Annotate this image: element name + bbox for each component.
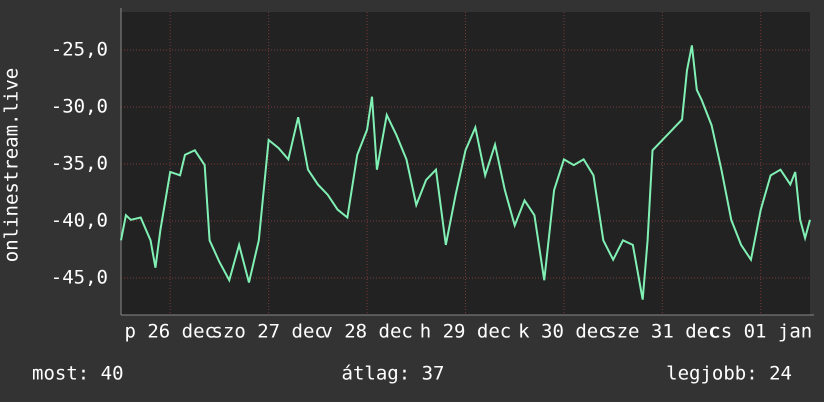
y-tick-label: -40,0	[51, 209, 108, 231]
footer-stat: most: 40	[32, 363, 124, 385]
x-tick-label: p 26 dec	[124, 321, 216, 343]
y-tick-label: -25,0	[51, 38, 108, 60]
x-tick-label: v 28 dec	[321, 321, 413, 343]
footer-stat: legjobb: 24	[666, 363, 792, 385]
x-tick-label: h 29 dec	[420, 321, 512, 343]
y-tick-label: -30,0	[51, 95, 108, 117]
x-tick-label: sze 31 dec	[605, 321, 719, 343]
footer-stat: átlag: 37	[342, 363, 445, 385]
y-axis-label: onlinestream.live	[1, 68, 23, 262]
x-tick-label: cs 01 jan	[709, 321, 812, 343]
y-tick-label: -45,0	[51, 266, 108, 288]
data-line	[120, 45, 811, 300]
x-tick-label: szo 27 dec	[211, 321, 325, 343]
x-tick-label: k 30 dec	[518, 321, 610, 343]
y-tick-label: -35,0	[51, 152, 108, 174]
